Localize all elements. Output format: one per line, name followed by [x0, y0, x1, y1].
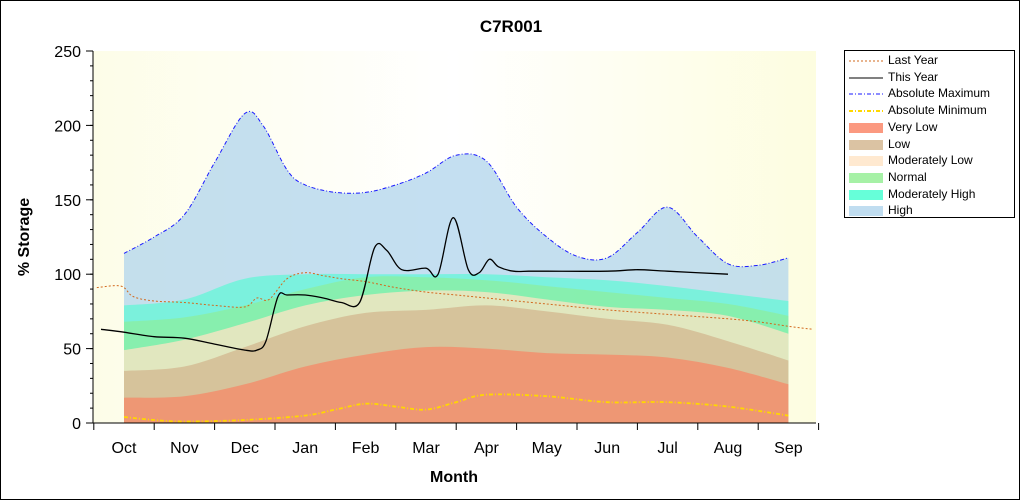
legend-swatch [849, 122, 883, 133]
legend-item: High [845, 202, 1015, 219]
legend-item: Normal [845, 169, 1015, 186]
y-tick-label: 150 [54, 193, 81, 210]
x-tick-label: Feb [352, 440, 380, 457]
legend-label: Moderately Low [888, 153, 973, 168]
y-tick-label: 250 [54, 44, 81, 61]
legend-swatch [849, 139, 883, 150]
x-tick-label: Apr [474, 440, 500, 457]
legend-item: Absolute Maximum [845, 85, 1015, 102]
y-tick-label: 50 [63, 342, 81, 359]
x-tick-label: Jan [292, 440, 318, 457]
legend-swatch [849, 93, 883, 95]
line-absolute-maximum [123, 110, 789, 268]
legend: Last Year This Year Absolute Maximum Absolu… [844, 50, 1015, 218]
legend-item: Moderately High [845, 186, 1015, 203]
x-tick-label: Dec [231, 440, 259, 457]
legend-swatch [849, 77, 883, 79]
legend-swatch [849, 156, 883, 167]
x-tick-label: Jul [657, 440, 677, 457]
x-tick-label: Jun [594, 440, 620, 457]
x-tick-label: Aug [714, 440, 742, 457]
line-absolute-minimum [123, 393, 789, 423]
legend-swatch [849, 110, 883, 113]
legend-swatch [849, 206, 883, 217]
legend-label: Very Low [888, 119, 938, 134]
legend-label: Normal [888, 169, 927, 184]
legend-label: Low [888, 136, 911, 151]
y-tick-label: 0 [72, 416, 81, 433]
legend-swatch [849, 172, 883, 183]
x-axis-label: Month [430, 469, 478, 486]
x-tick-label: Oct [112, 440, 137, 457]
x-tick-label: Nov [170, 440, 198, 457]
legend-item: Moderately Low [845, 152, 1015, 169]
y-axis-label: % Storage [16, 198, 33, 276]
legend-item: Absolute Minimum [845, 102, 1015, 119]
line-this-year [100, 217, 729, 352]
legend-item: Very Low [845, 119, 1015, 136]
x-tick-label: Mar [412, 440, 440, 457]
chart-title: C7R001 [480, 17, 542, 36]
legend-item: Low [845, 136, 1015, 153]
x-tick-label: Sep [774, 440, 803, 457]
y-tick-label: 200 [54, 118, 81, 135]
legend-item: Last Year [845, 52, 1015, 69]
legend-swatch [849, 60, 883, 62]
legend-label: Moderately High [888, 186, 976, 201]
legend-label: High [888, 203, 913, 218]
y-tick-label: 100 [54, 267, 81, 284]
legend-swatch [849, 189, 883, 200]
legend-label: This Year [888, 69, 939, 84]
band-very-low [124, 346, 789, 423]
line-last-year [96, 272, 813, 330]
x-tick-label: May [532, 440, 562, 457]
legend-label: Last Year [888, 53, 939, 67]
legend-label: Absolute Maximum [888, 86, 991, 101]
legend-label: Absolute Minimum [888, 103, 987, 118]
legend-item: This Year [845, 69, 1015, 86]
